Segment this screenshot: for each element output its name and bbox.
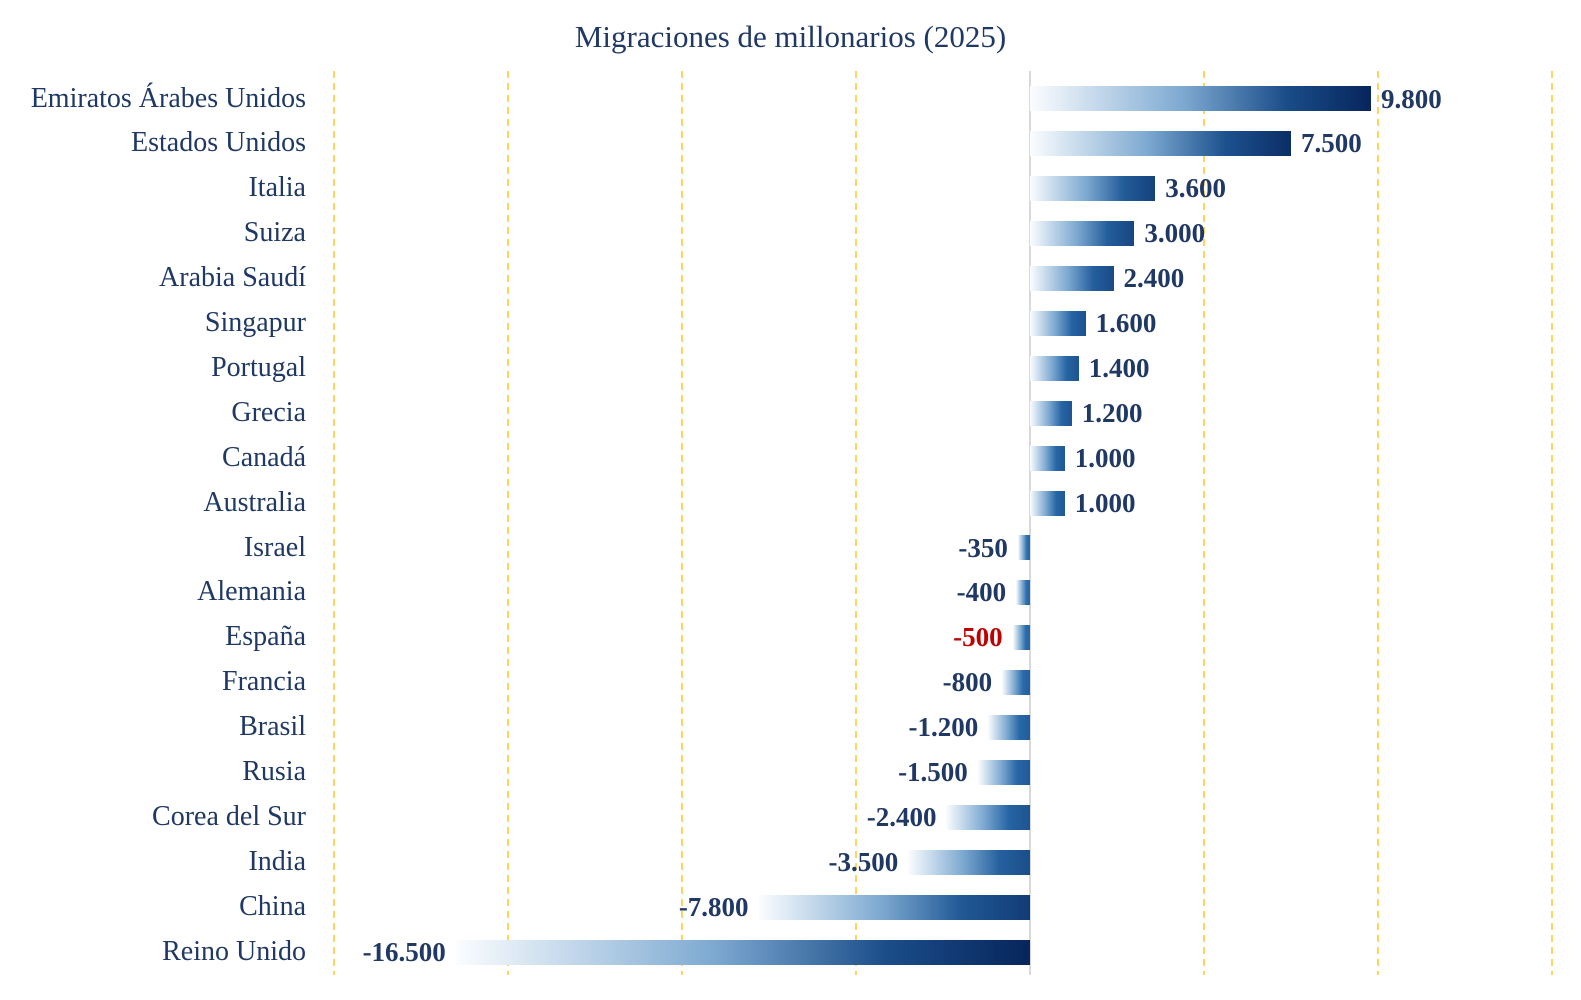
bar: [1030, 400, 1072, 426]
vertical-gridline: [855, 71, 857, 975]
category-label: Reino Unido: [162, 935, 306, 967]
value-label: -7.800: [678, 891, 749, 922]
vertical-gridline: [681, 71, 683, 975]
value-label: -3.500: [828, 846, 899, 877]
bar: [988, 715, 1030, 741]
value-label: 7.500: [1301, 128, 1362, 159]
value-label: -16.500: [362, 936, 446, 967]
category-label: Emiratos Árabes Unidos: [30, 82, 306, 114]
bar: [1030, 445, 1065, 471]
category-label: Israel: [243, 531, 306, 563]
value-label: 3.000: [1144, 218, 1206, 249]
bar: [1012, 625, 1030, 651]
bar: [1030, 131, 1291, 157]
bar: [908, 849, 1030, 875]
value-label: 1.200: [1081, 397, 1143, 428]
bar: [1030, 310, 1086, 336]
category-label: Australia: [203, 486, 306, 518]
value-label: -400: [956, 577, 1007, 608]
category-label: Italia: [248, 172, 306, 204]
bar: [455, 939, 1030, 965]
value-label: 1.000: [1074, 487, 1136, 518]
value-label: 1.400: [1088, 352, 1150, 383]
bar: [1030, 176, 1156, 202]
bar: [758, 894, 1030, 920]
category-label: Portugal: [211, 351, 306, 383]
bar: [1016, 580, 1030, 606]
value-label: 3.600: [1165, 173, 1227, 204]
value-label: 1.600: [1095, 308, 1157, 338]
category-label: España: [225, 621, 306, 653]
vertical-gridline: [333, 71, 335, 975]
category-label: China: [239, 890, 306, 922]
category-label: Arabia Saudí: [159, 262, 306, 294]
category-label: Grecia: [231, 396, 306, 428]
vertical-gridline: [1377, 71, 1379, 975]
vertical-gridline: [1203, 71, 1205, 975]
zero-baseline: [1029, 71, 1031, 975]
value-label: -800: [942, 667, 993, 698]
value-label: 2.400: [1123, 263, 1185, 294]
category-label: Estados Unidos: [131, 127, 306, 159]
bar: [1017, 535, 1030, 561]
category-label: Rusia: [242, 756, 306, 787]
vertical-gridline: [507, 71, 509, 975]
bar: [1030, 221, 1135, 247]
value-label: -1.200: [908, 712, 979, 743]
value-label: 9.800: [1381, 83, 1442, 114]
bar: [946, 804, 1030, 830]
category-label: Alemania: [197, 576, 306, 608]
bar: [1030, 86, 1372, 112]
category-label: India: [248, 845, 306, 877]
value-label: -2.400: [866, 801, 937, 832]
bar: [1030, 355, 1079, 381]
value-label: -500: [953, 622, 1003, 653]
bar: [1030, 266, 1114, 292]
bar: [977, 759, 1030, 785]
value-label: -350: [958, 532, 1008, 563]
bar: [1002, 670, 1030, 696]
chart-title: Migraciones de millonarios (2025): [574, 19, 1007, 54]
category-label: Francia: [222, 666, 306, 698]
category-label: Singapur: [204, 307, 306, 338]
vertical-gridline: [1551, 71, 1553, 975]
bar: [1030, 490, 1065, 516]
category-label: Suiza: [243, 217, 306, 249]
value-label: 1.000: [1074, 442, 1136, 473]
category-label: Brasil: [239, 711, 306, 743]
category-label: Canadá: [222, 441, 306, 473]
category-label: Corea del Sur: [152, 800, 306, 832]
value-label: -1.500: [898, 757, 968, 787]
